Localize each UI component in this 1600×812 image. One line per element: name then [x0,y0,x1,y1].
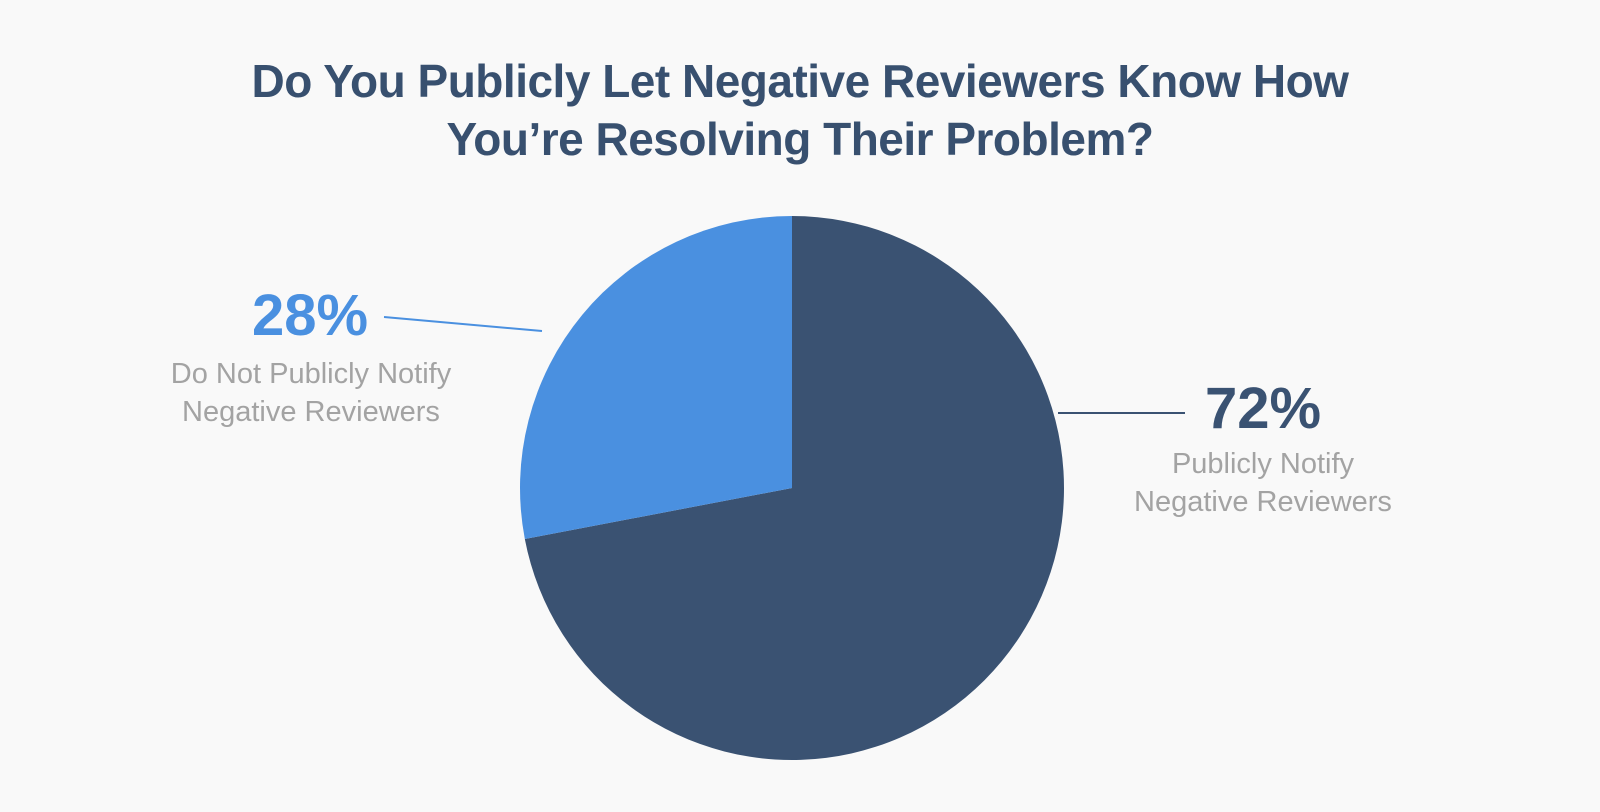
slice-category-label-publicly-notify: Publicly Notify Negative Reviewers [1113,445,1413,521]
slice-category-label-line-1: Do Not Publicly Notify [170,358,452,390]
slice-value-label-publicly-notify: 72% [1205,376,1322,441]
slice-value-label-do-not-publicly-notify: 28% [252,283,369,348]
leader-line-do-not-publicly-notify [383,316,543,332]
slice-category-label-line-1: Publicly Notify [1171,448,1355,480]
chart-title-line-2: You’re Resolving Their Problem? [446,113,1154,165]
chart-title: Do You Publicly Let Negative Reviewers K… [0,52,1600,168]
chart-title-line-1: Do You Publicly Let Negative Reviewers K… [251,55,1349,107]
slice-category-label-line-2: Negative Reviewers [182,396,440,428]
slice-category-label-do-not-publicly-notify: Do Not Publicly Notify Negative Reviewer… [151,355,471,431]
slice-category-label-line-2: Negative Reviewers [1134,486,1392,518]
pie-slice-publicly-notify [524,215,1065,761]
pie-slice-do-not-publicly-notify [520,216,792,539]
